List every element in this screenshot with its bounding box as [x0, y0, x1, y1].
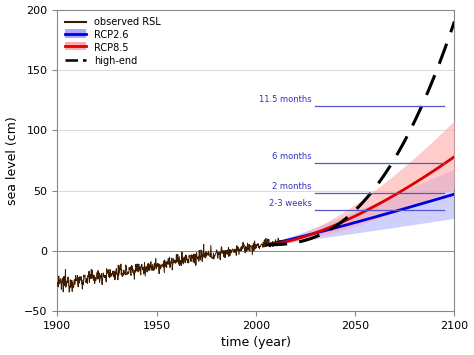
X-axis label: time (year): time (year): [221, 337, 291, 349]
Text: 2-3 weeks: 2-3 weeks: [269, 199, 311, 208]
Legend: observed RSL, RCP2.6, RCP8.5, high-end: observed RSL, RCP2.6, RCP8.5, high-end: [62, 15, 164, 69]
Text: 2 months: 2 months: [272, 182, 311, 191]
Y-axis label: sea level (cm): sea level (cm): [6, 116, 18, 205]
Text: 11.5 months: 11.5 months: [259, 95, 311, 104]
Text: 6 months: 6 months: [272, 152, 311, 161]
